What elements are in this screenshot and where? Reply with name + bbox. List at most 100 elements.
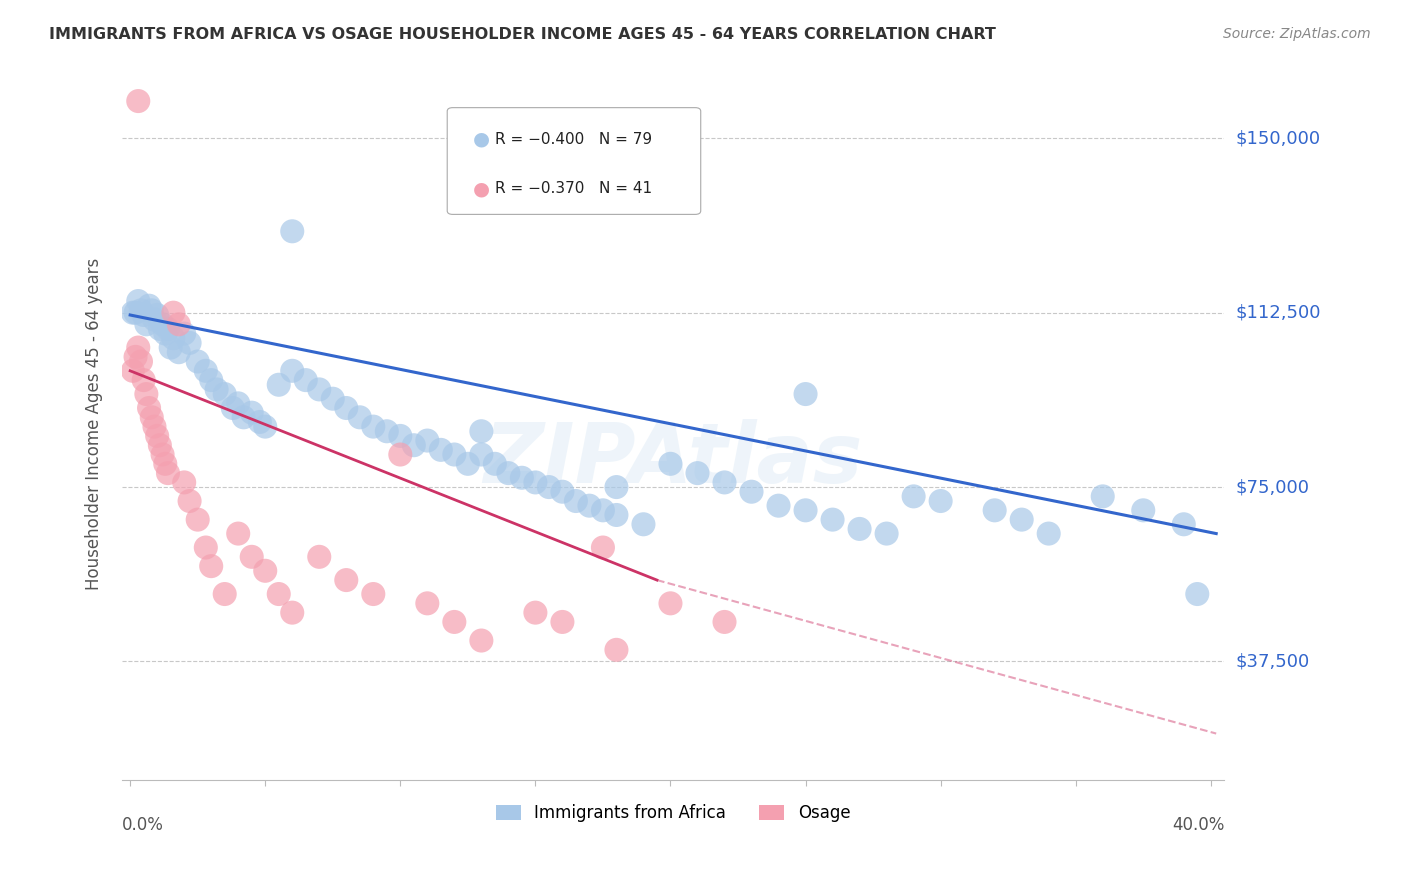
Text: 0.0%: 0.0%: [122, 815, 165, 834]
Point: [194, 364, 217, 378]
Point: [135, 387, 157, 401]
Text: R = −0.400   N = 79: R = −0.400 N = 79: [495, 132, 652, 146]
Point: [173, 475, 195, 490]
Point: [416, 434, 439, 448]
Legend: Immigrants from Africa, Osage: Immigrants from Africa, Osage: [489, 797, 858, 829]
Point: [226, 396, 249, 410]
Point: [155, 457, 177, 471]
Point: [135, 318, 157, 332]
Point: [578, 499, 600, 513]
Point: [551, 615, 574, 629]
Point: [929, 494, 952, 508]
Point: [155, 326, 177, 341]
Point: [129, 354, 152, 368]
Point: [200, 373, 222, 387]
Point: [249, 415, 271, 429]
Point: [232, 410, 254, 425]
Point: [821, 513, 844, 527]
Point: [167, 318, 190, 332]
Point: [187, 513, 209, 527]
Point: [1187, 587, 1209, 601]
Point: [389, 429, 412, 443]
Point: [484, 457, 506, 471]
Point: [605, 480, 627, 494]
Point: [146, 429, 169, 443]
Point: [524, 606, 547, 620]
Point: [267, 377, 290, 392]
Point: [794, 387, 817, 401]
Text: Source: ZipAtlas.com: Source: ZipAtlas.com: [1223, 27, 1371, 41]
Point: [633, 517, 655, 532]
Point: [605, 643, 627, 657]
Point: [194, 541, 217, 555]
Text: $112,500: $112,500: [1236, 303, 1320, 322]
Point: [470, 448, 492, 462]
Point: [124, 350, 146, 364]
Point: [167, 345, 190, 359]
Point: [537, 480, 560, 494]
Point: [524, 475, 547, 490]
Point: [470, 633, 492, 648]
Point: [267, 587, 290, 601]
Text: R = −0.370   N = 41: R = −0.370 N = 41: [495, 181, 652, 196]
Point: [121, 364, 143, 378]
Point: [173, 326, 195, 341]
Point: [1038, 526, 1060, 541]
Point: [848, 522, 870, 536]
Point: [281, 606, 304, 620]
Point: [659, 457, 682, 471]
Point: [308, 383, 330, 397]
Point: [983, 503, 1005, 517]
Point: [592, 541, 614, 555]
Point: [794, 503, 817, 517]
Point: [127, 293, 149, 308]
Point: [443, 448, 465, 462]
Point: [457, 457, 479, 471]
Point: [222, 401, 245, 415]
Point: [240, 549, 263, 564]
Point: [565, 494, 588, 508]
Point: [498, 466, 520, 480]
Point: [1011, 513, 1033, 527]
Point: [741, 484, 763, 499]
Point: [152, 448, 174, 462]
Point: [141, 410, 163, 425]
Point: [152, 318, 174, 332]
Point: [592, 503, 614, 517]
Point: [138, 299, 160, 313]
Point: [363, 419, 385, 434]
Point: [149, 322, 172, 336]
Point: [430, 442, 453, 457]
Point: [205, 383, 228, 397]
Point: [1173, 517, 1195, 532]
Point: [127, 341, 149, 355]
Point: [551, 484, 574, 499]
Point: [162, 306, 184, 320]
Point: [143, 312, 166, 326]
Text: ●: ●: [472, 129, 489, 149]
Text: 40.0%: 40.0%: [1173, 815, 1225, 834]
Point: [146, 308, 169, 322]
Point: [322, 392, 344, 406]
Point: [281, 364, 304, 378]
Point: [389, 448, 412, 462]
Point: [141, 303, 163, 318]
Point: [416, 596, 439, 610]
Text: $37,500: $37,500: [1236, 652, 1309, 671]
Text: $75,000: $75,000: [1236, 478, 1309, 496]
Point: [254, 419, 277, 434]
Point: [179, 494, 201, 508]
Point: [605, 508, 627, 522]
Point: [162, 331, 184, 345]
Point: [308, 549, 330, 564]
Point: [138, 401, 160, 415]
Text: IMMIGRANTS FROM AFRICA VS OSAGE HOUSEHOLDER INCOME AGES 45 - 64 YEARS CORRELATIO: IMMIGRANTS FROM AFRICA VS OSAGE HOUSEHOL…: [49, 27, 995, 42]
Point: [510, 471, 533, 485]
Point: [1091, 489, 1114, 503]
Point: [659, 596, 682, 610]
FancyBboxPatch shape: [447, 108, 700, 214]
Point: [214, 387, 236, 401]
Point: [156, 322, 179, 336]
Point: [903, 489, 925, 503]
Point: [143, 419, 166, 434]
